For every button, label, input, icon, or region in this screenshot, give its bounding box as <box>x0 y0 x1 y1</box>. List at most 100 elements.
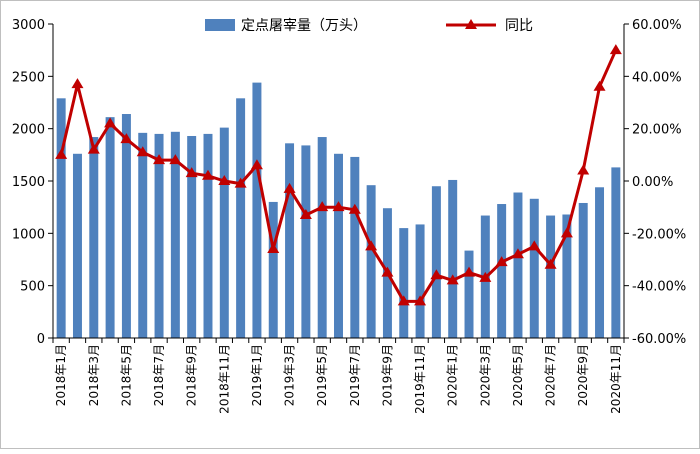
legend: 定点屠宰量（万头） 同比 <box>205 18 533 34</box>
y-right-tick-label: -40.00% <box>632 280 686 295</box>
bar-29 <box>513 192 523 338</box>
x-tick-label: 2018年3月 <box>87 344 101 406</box>
bar-14 <box>268 201 278 338</box>
line-point-17 <box>316 201 329 212</box>
bar-19 <box>350 156 360 338</box>
bar-35 <box>611 167 621 338</box>
bar-23 <box>415 224 425 338</box>
line-point-4 <box>104 117 117 128</box>
axes: 0 500 1000 1500 2000 2500 3000 -60.00% -40.00% -2… <box>12 18 686 414</box>
line-point-1 <box>55 148 68 159</box>
line-point-20 <box>365 240 378 251</box>
line-point-34 <box>593 80 606 91</box>
legend-swatch-bar <box>205 19 235 31</box>
line-point-21 <box>381 266 394 277</box>
line-point-28 <box>495 256 508 267</box>
bar-30 <box>529 198 539 338</box>
bar-26 <box>464 250 474 338</box>
x-tick-label: 2018年1月 <box>54 344 68 406</box>
bar-8 <box>170 131 180 338</box>
y-right-tick-label: 60.00% <box>632 18 682 33</box>
y-right-tick-label: 40.00% <box>632 70 682 85</box>
line-point-5 <box>120 133 133 144</box>
line-point-13 <box>250 159 263 170</box>
line-point-10 <box>201 169 214 180</box>
x-tick-label: 2019年5月 <box>315 344 329 406</box>
bar-1 <box>56 98 66 339</box>
bar-9 <box>187 135 197 338</box>
line-point-27 <box>479 271 492 282</box>
line-point-22 <box>397 295 410 306</box>
x-tick-label: 2018年5月 <box>119 344 133 406</box>
x-tick-label: 2020年9月 <box>576 344 590 406</box>
bar-28 <box>497 204 507 338</box>
bar-15 <box>285 143 295 338</box>
bar-13 <box>252 82 262 338</box>
line-point-25 <box>446 274 459 285</box>
bar-17 <box>317 137 327 338</box>
x-tick-label: 2018年7月 <box>152 344 166 406</box>
bar-25 <box>448 179 458 338</box>
line-point-32 <box>560 227 573 238</box>
line-point-23 <box>414 295 427 306</box>
line-series <box>55 44 622 306</box>
y-left-tick-label: 1000 <box>12 227 45 242</box>
line-point-33 <box>577 164 590 175</box>
line-point-15 <box>283 182 296 193</box>
line-point-11 <box>218 175 231 185</box>
x-tick-label: 2020年1月 <box>446 344 460 406</box>
x-tick-label: 2019年11月 <box>413 344 427 414</box>
line-point-7 <box>153 154 166 165</box>
x-tick-label: 2020年7月 <box>544 344 558 406</box>
bar-16 <box>301 145 311 338</box>
bar-20 <box>366 185 376 338</box>
x-tick-label: 2019年1月 <box>250 344 264 406</box>
x-tick-label: 2018年9月 <box>185 344 199 406</box>
bar-4 <box>105 117 115 338</box>
bar-22 <box>399 228 409 338</box>
line-point-29 <box>511 248 524 259</box>
y-left-tick-label: 2000 <box>12 123 45 138</box>
x-tick-label: 2020年5月 <box>511 344 525 406</box>
line-point-26 <box>463 266 476 277</box>
y-right-tick-label: -60.00% <box>632 332 686 347</box>
line-point-24 <box>430 269 443 280</box>
y-left-tick-label: 3000 <box>12 18 45 33</box>
legend-label-line: 同比 <box>505 18 533 34</box>
bar-12 <box>236 98 246 339</box>
bar-2 <box>72 153 82 338</box>
line-point-2 <box>71 78 84 89</box>
x-tick-label: 2020年11月 <box>609 344 623 414</box>
line-point-12 <box>234 177 247 188</box>
y-right-tick-label: -20.00% <box>632 227 686 242</box>
y-left-tick-label: 0 <box>37 332 45 347</box>
y-left-tick-label: 1500 <box>12 175 45 190</box>
line-point-3 <box>87 143 100 154</box>
x-tick-label: 2019年7月 <box>348 344 362 406</box>
bar-3 <box>89 137 99 338</box>
bar-11 <box>219 127 229 339</box>
bar-34 <box>595 187 605 338</box>
line-point-9 <box>185 167 198 178</box>
legend-label-bar: 定点屠宰量（万头） <box>241 18 367 34</box>
line-point-14 <box>267 243 280 254</box>
line-point-19 <box>348 203 361 214</box>
line-point-16 <box>299 209 312 220</box>
bar-31 <box>546 215 556 338</box>
x-tick-label: 2019年9月 <box>380 344 394 406</box>
x-tick-label: 2018年11月 <box>217 344 231 414</box>
line-point-35 <box>609 44 622 55</box>
line-point-18 <box>332 201 345 212</box>
y-left-tick-label: 500 <box>20 280 45 295</box>
line-point-8 <box>169 154 182 165</box>
bar-32 <box>562 214 572 338</box>
line-point-31 <box>544 258 557 269</box>
bar-18 <box>334 153 343 338</box>
bar-6 <box>138 132 148 338</box>
bar-33 <box>578 202 588 338</box>
y-right-tick-label: 20.00% <box>632 123 682 138</box>
y-left-tick-label: 2500 <box>12 70 45 85</box>
bar-7 <box>154 133 164 338</box>
y-right-tick-label: 0.00% <box>632 175 673 190</box>
line-point-30 <box>528 240 541 251</box>
